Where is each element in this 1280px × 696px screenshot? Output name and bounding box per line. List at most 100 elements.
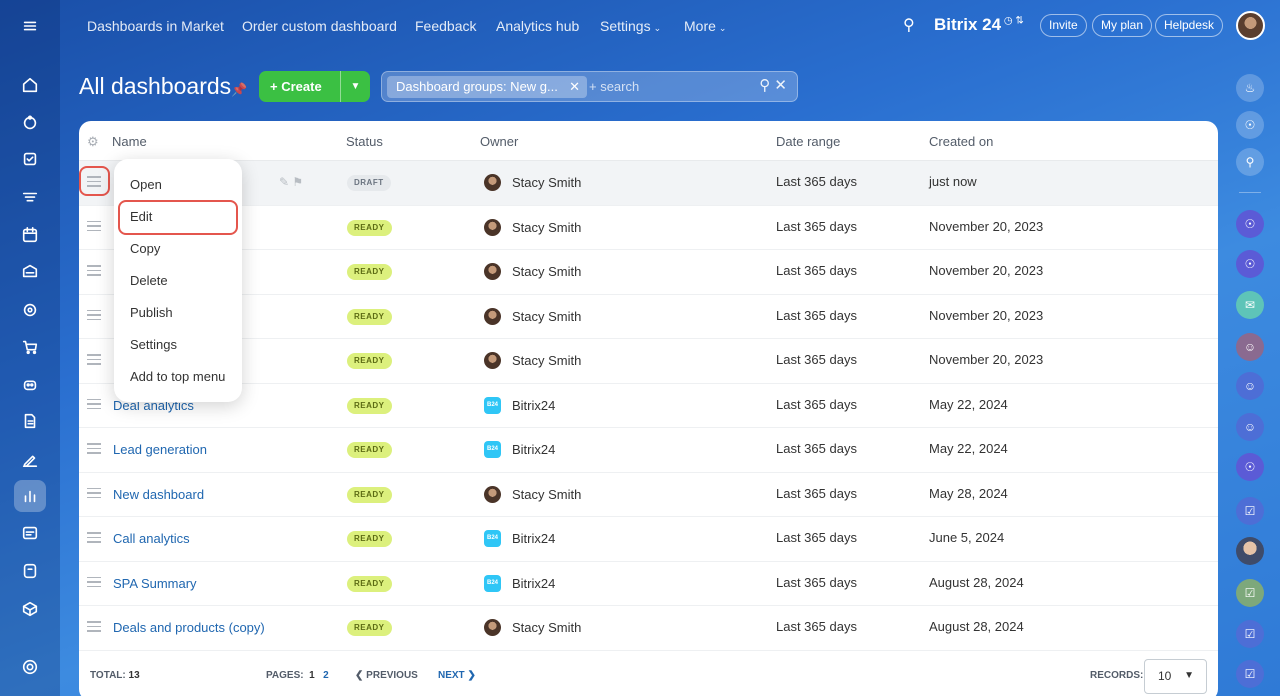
chat-bubble-icon[interactable]: ✉ — [1236, 291, 1264, 319]
pin-icon[interactable]: 📌 — [231, 82, 248, 97]
gear-icon[interactable]: ⚙ — [87, 134, 99, 149]
contacts-icon[interactable] — [14, 517, 46, 549]
task-chat-icon[interactable]: ☑ — [1236, 497, 1264, 525]
group-chat-icon[interactable]: ☺ — [1236, 413, 1264, 441]
channel-icon[interactable]: ☉ — [1236, 453, 1264, 481]
drag-handle-icon[interactable] — [87, 265, 101, 276]
drive-icon[interactable] — [14, 255, 46, 287]
menu-item-add-to-top-menu[interactable]: Add to top menu — [130, 369, 226, 384]
table-row[interactable]: Lead generation READY B24 Bitrix24 Last 365 … — [79, 428, 1218, 473]
robot-icon[interactable] — [14, 368, 46, 400]
search-icon[interactable]: ⚲ — [759, 77, 771, 94]
drag-handle-icon[interactable] — [87, 398, 101, 409]
pencil-pin-icons[interactable]: ✎ ⚑ — [279, 175, 304, 189]
home-icon[interactable] — [14, 69, 46, 101]
bell-icon[interactable]: ♨ — [1236, 74, 1264, 102]
column-header-status[interactable]: Status — [346, 134, 383, 149]
previous-button[interactable]: ❮ PREVIOUS — [355, 670, 418, 681]
dashboard-name-link[interactable]: SPA Summary — [113, 575, 197, 591]
dashboard-name-link[interactable]: New dashboard — [113, 486, 205, 502]
channel-icon[interactable]: ☉ — [1236, 250, 1264, 278]
table-row[interactable]: READY Stacy Smith Last 365 days November 20… — [79, 250, 1218, 295]
table-row[interactable]: ✎ ⚑ DRAFT Stacy Smith Last 365 days just now — [79, 161, 1218, 206]
cart-icon[interactable] — [14, 331, 46, 363]
page-1[interactable]: 1 — [309, 670, 315, 681]
menu-item-delete[interactable]: Delete — [130, 273, 168, 288]
clear-icon[interactable]: ✕ — [774, 77, 787, 94]
close-icon[interactable]: ✕ — [569, 79, 580, 94]
target-icon[interactable] — [14, 294, 46, 326]
drag-handle-icon[interactable] — [87, 487, 101, 498]
search-icon[interactable]: ⚲ — [903, 17, 915, 34]
chat-search-icon[interactable]: ⚲ — [1236, 148, 1264, 176]
column-header-owner[interactable]: Owner — [480, 134, 519, 149]
drag-handle-icon[interactable] — [87, 309, 101, 320]
records-select[interactable]: 10 ▼ — [1144, 659, 1207, 694]
dashboard-name-link[interactable]: Deals and products (copy) — [113, 620, 265, 635]
drag-handle-icon[interactable] — [87, 354, 101, 365]
calendar-icon[interactable] — [14, 219, 46, 251]
dashboard-name-link[interactable]: Lead generation — [113, 442, 207, 457]
channel-icon[interactable]: ☉ — [1236, 210, 1264, 238]
analytics-icon[interactable] — [14, 480, 46, 512]
task-chat-icon[interactable]: ☑ — [1236, 579, 1264, 607]
funnel-icon[interactable] — [14, 182, 46, 214]
create-button[interactable]: + Create ▼ — [259, 71, 370, 102]
box-icon[interactable] — [14, 593, 46, 625]
nav-more[interactable]: More ⌄ — [684, 18, 726, 34]
sliders-icon[interactable]: ⇅ — [1012, 15, 1024, 27]
crm-icon[interactable] — [14, 107, 46, 139]
group-chat-icon[interactable]: ☺ — [1236, 372, 1264, 400]
drag-handle-icon[interactable] — [87, 220, 101, 231]
nav-order-custom-dashboard[interactable]: Order custom dashboard — [242, 18, 397, 34]
table-row[interactable]: READY Stacy Smith Last 365 days November 20… — [79, 206, 1218, 250]
column-header-date-range[interactable]: Date range — [776, 134, 841, 149]
drag-handle-icon[interactable] — [87, 443, 101, 454]
task-chat-icon[interactable]: ☑ — [1236, 660, 1264, 688]
menu-item-copy[interactable]: Copy — [130, 241, 161, 256]
chevron-down-icon[interactable]: ▼ — [340, 71, 370, 102]
group-chat-icon[interactable]: ☺ — [1236, 333, 1264, 361]
my-plan-button[interactable]: My plan — [1092, 14, 1153, 37]
table-row[interactable]: Deal analytics READY B24 Bitrix24 Last 365 d… — [79, 384, 1218, 428]
table-row[interactable]: Deals and products (copy) READY Stacy Smit… — [79, 606, 1218, 651]
avatar[interactable] — [1236, 11, 1265, 40]
nav-analytics-hub[interactable]: Analytics hub — [496, 18, 580, 34]
table-row[interactable]: Call analytics READY B24 Bitrix24 Last 365 d… — [79, 517, 1218, 562]
menu-item-edit[interactable]: Edit — [130, 209, 153, 224]
table-row[interactable]: READY Stacy Smith Last 365 days November 20… — [79, 295, 1218, 339]
menu-icon[interactable] — [14, 10, 46, 42]
invite-button[interactable]: Invite — [1040, 14, 1087, 37]
helpdesk-button[interactable]: Helpdesk — [1155, 14, 1224, 37]
nav-settings[interactable]: Settings ⌄ — [600, 18, 661, 34]
column-header-name[interactable]: Name — [112, 134, 147, 149]
menu-item-publish[interactable]: Publish — [130, 305, 173, 320]
tasks-icon[interactable] — [14, 143, 46, 175]
document-icon[interactable] — [14, 405, 46, 437]
nav-dashboards-in-market[interactable]: Dashboards in Market — [87, 18, 224, 34]
table-row[interactable]: SPA Summary READY B24 Bitrix24 Last 365 days… — [79, 562, 1218, 606]
filter-search-box[interactable]: Dashboard groups: New g... ✕ + search ⚲ … — [381, 71, 798, 102]
task-chat-icon[interactable]: ☑ — [1236, 620, 1264, 648]
page-2[interactable]: 2 — [323, 670, 329, 681]
drag-handle-icon[interactable] — [87, 576, 101, 587]
create-button-main[interactable]: + Create — [259, 79, 340, 94]
nav-feedback[interactable]: Feedback — [415, 18, 477, 34]
drag-handle-icon[interactable] — [87, 532, 101, 543]
next-button[interactable]: NEXT ❯ — [438, 670, 476, 681]
avatar[interactable] — [1236, 537, 1264, 565]
table-row[interactable]: New dashboard READY Stacy Smith Last 365 da… — [79, 473, 1218, 517]
table-row[interactable]: READY Stacy Smith Last 365 days November 20… — [79, 339, 1218, 384]
sign-icon[interactable] — [14, 443, 46, 475]
menu-item-open[interactable]: Open — [130, 177, 162, 192]
copilot-icon[interactable]: ☉ — [1236, 111, 1264, 139]
search-input[interactable]: + search — [589, 79, 640, 94]
column-header-created-on[interactable]: Created on — [929, 134, 994, 149]
drag-handle-icon[interactable] — [87, 621, 101, 632]
dashboard-name-link[interactable]: Call analytics — [113, 531, 190, 546]
store-icon[interactable] — [14, 555, 46, 587]
filter-tag[interactable]: Dashboard groups: New g... ✕ — [387, 76, 587, 98]
drag-handle-icon[interactable] — [87, 176, 101, 187]
menu-item-settings[interactable]: Settings — [130, 337, 177, 352]
settings-gear-icon[interactable] — [14, 651, 46, 683]
